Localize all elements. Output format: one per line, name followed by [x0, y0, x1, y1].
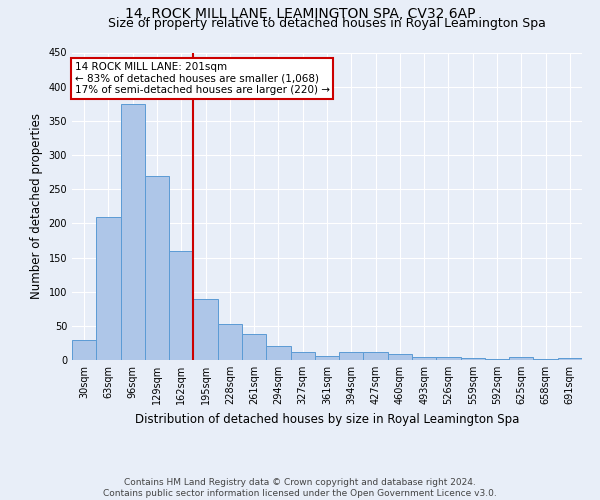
Text: 14, ROCK MILL LANE, LEAMINGTON SPA, CV32 6AP: 14, ROCK MILL LANE, LEAMINGTON SPA, CV32…	[125, 8, 475, 22]
X-axis label: Distribution of detached houses by size in Royal Leamington Spa: Distribution of detached houses by size …	[135, 412, 519, 426]
Bar	[145, 176, 169, 360]
Bar	[72, 340, 96, 360]
Text: Contains HM Land Registry data © Crown copyright and database right 2024.
Contai: Contains HM Land Registry data © Crown c…	[103, 478, 497, 498]
Bar	[364, 352, 388, 360]
Bar	[339, 352, 364, 360]
Bar	[509, 358, 533, 360]
Bar	[96, 216, 121, 360]
Bar	[290, 352, 315, 360]
Bar	[266, 346, 290, 360]
Title: Size of property relative to detached houses in Royal Leamington Spa: Size of property relative to detached ho…	[108, 18, 546, 30]
Bar	[242, 334, 266, 360]
Bar	[218, 324, 242, 360]
Bar	[436, 358, 461, 360]
Bar	[193, 298, 218, 360]
Bar	[315, 356, 339, 360]
Bar	[461, 358, 485, 360]
Bar	[121, 104, 145, 360]
Text: 14 ROCK MILL LANE: 201sqm
← 83% of detached houses are smaller (1,068)
17% of se: 14 ROCK MILL LANE: 201sqm ← 83% of detac…	[74, 62, 329, 95]
Bar	[558, 358, 582, 360]
Bar	[169, 250, 193, 360]
Bar	[388, 354, 412, 360]
Y-axis label: Number of detached properties: Number of detached properties	[30, 114, 43, 299]
Bar	[412, 358, 436, 360]
